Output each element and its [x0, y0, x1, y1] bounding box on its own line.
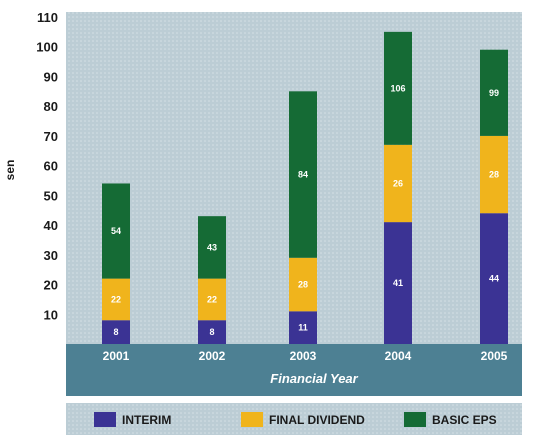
- data-label: 28: [489, 170, 499, 180]
- y-tick-label: 20: [44, 278, 58, 293]
- y-tick-label: 10: [44, 307, 58, 322]
- bar-segment: [289, 311, 317, 344]
- data-label: 28: [298, 280, 308, 290]
- data-label: 8: [113, 327, 118, 337]
- legend-label: BASIC EPS: [432, 413, 497, 427]
- x-tick-label: 2001: [103, 349, 130, 363]
- x-axis-band: [66, 344, 522, 396]
- bar-segment: [198, 278, 226, 321]
- data-label: 54: [111, 226, 121, 236]
- bar-segment: [198, 216, 226, 279]
- bar-segment: [102, 183, 130, 279]
- legend-label: FINAL DIVIDEND: [269, 413, 365, 427]
- y-axis-label: sen: [3, 160, 17, 181]
- data-label: 22: [207, 294, 217, 304]
- bar-segment: [289, 257, 317, 312]
- y-axis-ticks: 10 20 30 40 50 60 70 80 90 100 110: [36, 10, 58, 322]
- legend-swatch: [404, 412, 426, 427]
- y-tick-label: 100: [36, 40, 58, 55]
- legend-label: INTERIM: [122, 413, 171, 427]
- legend: INTERIM FINAL DIVIDEND BASIC EPS: [94, 412, 497, 427]
- data-label: 84: [298, 170, 308, 180]
- bar-segment: [102, 278, 130, 321]
- legend-swatch: [94, 412, 116, 427]
- data-label: 44: [489, 274, 499, 284]
- y-tick-label: 60: [44, 159, 58, 174]
- bars: 8 22 54 8 22 43 11 28 84 41 26 106 44 28 99: [102, 31, 508, 344]
- data-label: 26: [393, 178, 403, 188]
- bar-segment: [480, 213, 508, 344]
- legend-swatch: [241, 412, 263, 427]
- legend-background: [66, 403, 522, 435]
- y-tick-label: 70: [44, 129, 58, 144]
- x-axis-label: Financial Year: [270, 371, 358, 386]
- bar-segment: [289, 91, 317, 258]
- bar-segment: [102, 320, 130, 344]
- y-tick-label: 30: [44, 248, 58, 263]
- y-tick-label: 90: [44, 69, 58, 84]
- x-tick-label: 2005: [481, 349, 508, 363]
- bar-segment: [198, 320, 226, 344]
- bar-segment: [480, 135, 508, 214]
- bar-segment: [480, 49, 508, 136]
- data-label: 41: [393, 278, 403, 288]
- x-tick-label: 2003: [290, 349, 317, 363]
- data-label: 11: [298, 323, 308, 333]
- bar-segment: [384, 144, 412, 223]
- bar-segment: [384, 222, 412, 344]
- data-label: 8: [209, 327, 214, 337]
- y-tick-label: 40: [44, 218, 58, 233]
- data-label: 43: [207, 242, 217, 252]
- y-tick-label: 110: [37, 10, 58, 25]
- x-tick-label: 2002: [199, 349, 226, 363]
- data-label: 106: [390, 83, 405, 93]
- y-tick-label: 80: [44, 99, 58, 114]
- data-label: 22: [111, 294, 121, 304]
- x-tick-label: 2004: [385, 349, 412, 363]
- x-axis-categories: 2001 2002 2003 2004 2005: [103, 349, 508, 363]
- y-tick-label: 50: [44, 188, 58, 203]
- data-label: 99: [489, 88, 499, 98]
- bar-segment: [384, 31, 412, 145]
